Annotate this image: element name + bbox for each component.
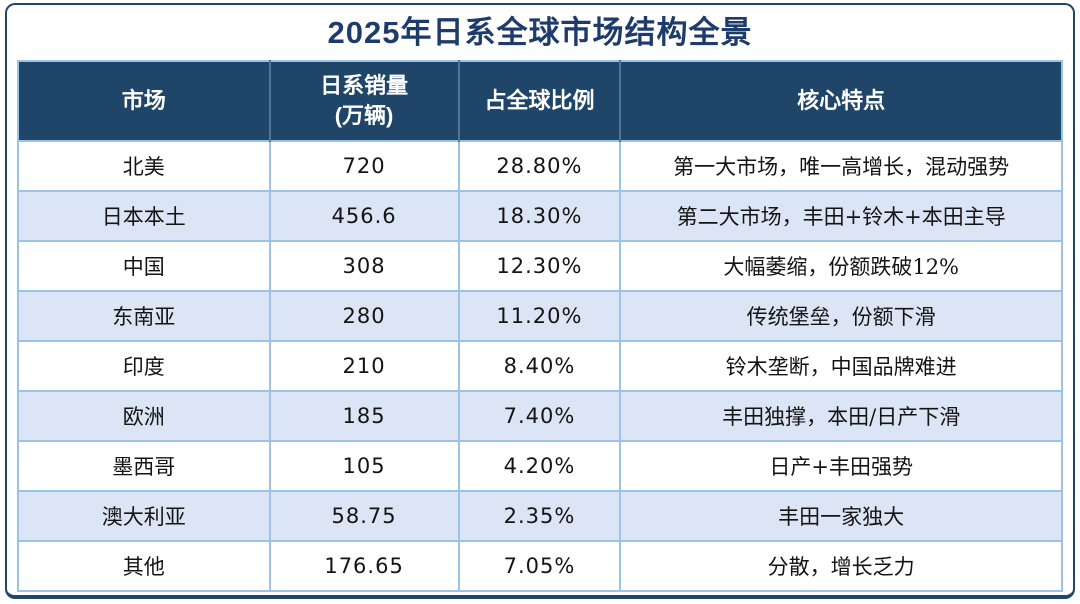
page-title: 2025年日系全球市场结构全景: [327, 15, 753, 50]
cell-notes: 丰田一家独大: [619, 490, 1063, 542]
market-table-card: 2025年日系全球市场结构全景 市场 日系销量 (万辆) 占全球比例 核心特点 北美 72…: [5, 3, 1075, 599]
table-row: 澳大利亚 58.75 2.35% 丰田一家独大: [17, 490, 1063, 542]
cell-notes: 日产+丰田强势: [619, 440, 1063, 492]
cell-notes: 丰田独撑，本田/日产下滑: [619, 390, 1063, 442]
column-header-share: 占全球比例: [457, 61, 621, 141]
cell-share: 7.40%: [457, 390, 622, 442]
table-header-row: 市场 日系销量 (万辆) 占全球比例 核心特点: [18, 61, 1062, 141]
cell-share: 8.40%: [457, 340, 622, 392]
cell-market: 北美: [17, 140, 271, 192]
cell-sales: 185: [268, 390, 460, 442]
cell-sales: 308: [268, 240, 460, 292]
column-header-sales-line: 日系销量: [320, 73, 409, 99]
cell-market: 印度: [17, 340, 271, 392]
column-header-notes: 核心特点: [619, 61, 1062, 141]
cell-share: 18.30%: [457, 190, 622, 242]
cell-sales: 58.75: [268, 490, 460, 542]
cell-share: 12.30%: [457, 240, 622, 292]
column-header-market-line: 市场: [121, 88, 166, 114]
column-header-sales-line: (万辆): [334, 103, 394, 128]
cell-share: 11.20%: [457, 290, 622, 342]
table-row: 东南亚 280 11.20% 传统堡垒，份额下滑: [17, 290, 1063, 342]
cell-notes: 第二大市场，丰田+铃木+本田主导: [619, 190, 1063, 242]
cell-notes: 第一大市场，唯一高增长，混动强势: [619, 140, 1063, 192]
cell-market: 欧洲: [17, 390, 271, 442]
table-row: 欧洲 185 7.40% 丰田独撑，本田/日产下滑: [17, 390, 1063, 442]
table-row: 日本本土 456.6 18.30% 第二大市场，丰田+铃木+本田主导: [17, 190, 1063, 242]
cell-market: 其他: [17, 540, 271, 592]
column-header-sales: 日系销量 (万辆): [268, 61, 459, 141]
cell-sales: 720: [268, 140, 460, 192]
table-row: 中国 308 12.30% 大幅萎缩，份额跌破12%: [17, 240, 1063, 292]
column-header-notes-line: 核心特点: [797, 88, 886, 114]
cell-market: 澳大利亚: [17, 490, 271, 542]
cell-sales: 176.65: [268, 540, 460, 592]
cell-share: 4.20%: [457, 440, 622, 492]
market-table: 市场 日系销量 (万辆) 占全球比例 核心特点 北美 720 28.80% 第一大市场，唯一高…: [17, 60, 1063, 592]
cell-sales: 456.6: [268, 190, 460, 242]
cell-sales: 105: [268, 440, 460, 492]
cell-market: 墨西哥: [17, 440, 271, 492]
cell-sales: 280: [268, 290, 460, 342]
cell-sales: 210: [268, 340, 460, 392]
table-row: 其他 176.65 7.05% 分散，增长乏力: [17, 540, 1063, 592]
column-header-market: 市场: [18, 61, 270, 141]
cell-notes: 铃木垄断，中国品牌难进: [619, 340, 1063, 392]
cell-market: 日本本土: [17, 190, 271, 242]
column-header-share-line: 占全球比例: [484, 88, 595, 114]
cell-market: 东南亚: [17, 290, 271, 342]
cell-market: 中国: [17, 240, 271, 292]
table-body: 北美 720 28.80% 第一大市场，唯一高增长，混动强势 日本本土 456.6 18.3…: [17, 140, 1063, 592]
table-row: 北美 720 28.80% 第一大市场，唯一高增长，混动强势: [17, 140, 1063, 192]
cell-share: 28.80%: [457, 140, 622, 192]
table-row: 墨西哥 105 4.20% 日产+丰田强势: [17, 440, 1063, 492]
cell-notes: 分散，增长乏力: [619, 540, 1063, 592]
cell-share: 7.05%: [457, 540, 622, 592]
cell-notes: 大幅萎缩，份额跌破12%: [619, 240, 1063, 292]
table-row: 印度 210 8.40% 铃木垄断，中国品牌难进: [17, 340, 1063, 392]
cell-notes: 传统堡垒，份额下滑: [619, 290, 1063, 342]
cell-share: 2.35%: [457, 490, 622, 542]
